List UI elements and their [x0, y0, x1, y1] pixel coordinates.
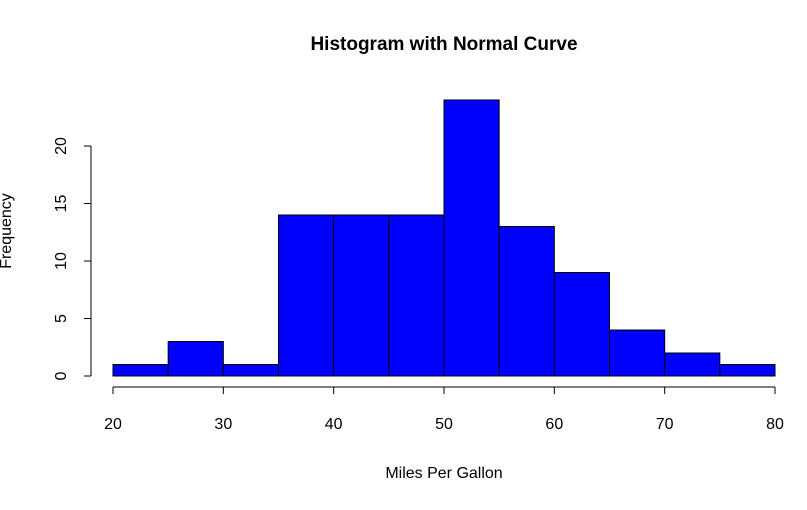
histogram-bar [278, 214, 335, 377]
x-axis: 20 30 40 50 60 70 80 [104, 386, 784, 433]
histogram-bar [388, 214, 445, 377]
y-tick-label: 15 [53, 195, 70, 213]
x-tick-label: 60 [545, 416, 563, 433]
histogram-bar [112, 364, 169, 377]
histogram-bar [443, 99, 500, 377]
histogram-bars [112, 99, 776, 377]
x-tick-label: 50 [435, 416, 453, 433]
y-axis: 0 5 10 15 20 [53, 137, 92, 380]
x-axis-label: Miles Per Gallon [385, 465, 502, 482]
y-tick-label: 0 [53, 371, 70, 380]
histogram-bar [553, 272, 610, 377]
x-tick-label: 80 [766, 416, 784, 433]
y-tick-label: 10 [53, 252, 70, 270]
y-tick-label: 20 [53, 137, 70, 155]
histogram-bar [664, 352, 721, 377]
x-tick-label: 70 [656, 416, 674, 433]
histogram-bar [333, 214, 390, 377]
y-tick-label: 5 [53, 314, 70, 323]
histogram-bar [167, 341, 224, 377]
x-tick-label: 40 [325, 416, 343, 433]
histogram-bar [222, 364, 279, 377]
x-tick-label: 20 [104, 416, 122, 433]
histogram-bar [719, 364, 776, 377]
y-axis-label: Frequency [0, 193, 15, 269]
chart-title: Histogram with Normal Curve [310, 34, 577, 55]
histogram-bar [609, 329, 666, 377]
x-tick-label: 30 [214, 416, 232, 433]
histogram-bar [498, 226, 555, 377]
